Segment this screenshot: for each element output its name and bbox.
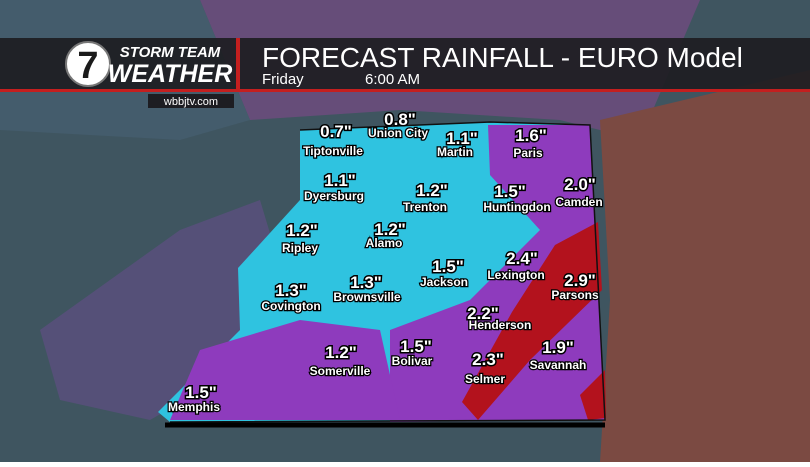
city-name: Camden (555, 195, 602, 209)
rainfall-amount: 2.3" (472, 350, 504, 369)
rainfall-amount: 0.7" (320, 122, 352, 141)
header-stripe (0, 89, 810, 92)
city-name: Brownsville (333, 290, 401, 304)
rainfall-amount: 1.1" (446, 129, 478, 148)
website-box (148, 94, 234, 108)
rainfall-amount: 2.0" (564, 175, 596, 194)
rainfall-amount: 1.2" (325, 343, 357, 362)
brand-bottom: WEATHER (108, 60, 233, 88)
city-name: Martin (437, 145, 473, 159)
rainfall-amount: 2.4" (506, 249, 538, 268)
rainfall-amount: 1.5" (185, 383, 217, 402)
city-name: Alamo (366, 236, 403, 250)
rainfall-amount: 1.3" (275, 281, 307, 300)
rainfall-amount: 1.5" (432, 257, 464, 276)
rainfall-amount: 2.9" (564, 271, 596, 290)
title: FORECAST RAINFALL - EURO Model (262, 42, 743, 73)
rainfall-amount: 1.2" (286, 221, 318, 240)
rainfall-amount: 1.5" (494, 182, 526, 201)
city-name: Savannah (530, 358, 587, 372)
rain-zone (390, 125, 605, 422)
city-name: Parsons (551, 288, 599, 302)
rainfall-amount: 1.2" (416, 181, 448, 200)
rain-zone (580, 370, 606, 420)
city-name: Paris (513, 146, 543, 160)
city-name: Dyersburg (304, 189, 364, 203)
header-divider (236, 38, 240, 90)
rainfall-amount: 1.2" (374, 220, 406, 239)
website: wbbjtv.com (163, 96, 218, 108)
city-name: Union City (368, 126, 428, 140)
time: 6:00 AM (365, 71, 420, 88)
city-name: Somerville (310, 364, 371, 378)
city-name: Trenton (403, 200, 447, 214)
city-name: Covington (261, 299, 320, 313)
city-name: Jackson (420, 275, 468, 289)
city-name: Tiptonville (303, 144, 363, 158)
city-name: Bolivar (392, 354, 433, 368)
logo-circle (65, 41, 111, 87)
header-bar (0, 38, 810, 90)
rain-zone (600, 70, 810, 462)
rainfall-amount: 1.5" (400, 337, 432, 356)
rainfall-amount: 1.9" (542, 338, 574, 357)
rain-zone (170, 320, 400, 420)
rainfall-amount: 1.6" (515, 126, 547, 145)
rainfall-amount: 0.8" (384, 110, 416, 129)
city-name: Huntingdon (483, 200, 550, 214)
rainfall-amount: 1.1" (324, 171, 356, 190)
rainfall-amount: 1.3" (350, 273, 382, 292)
logo-number: 7 (77, 45, 98, 87)
brand-top: STORM TEAM (120, 44, 221, 61)
city-name: Lexington (487, 268, 544, 282)
city-name: Henderson (469, 318, 532, 332)
city-name: Selmer (465, 372, 505, 386)
day: Friday (262, 71, 304, 88)
state-border (169, 121, 606, 423)
rain-zone (462, 222, 602, 420)
city-name: Ripley (282, 241, 318, 255)
city-name: Memphis (168, 400, 220, 414)
rainfall-amount: 2.2" (467, 304, 499, 323)
